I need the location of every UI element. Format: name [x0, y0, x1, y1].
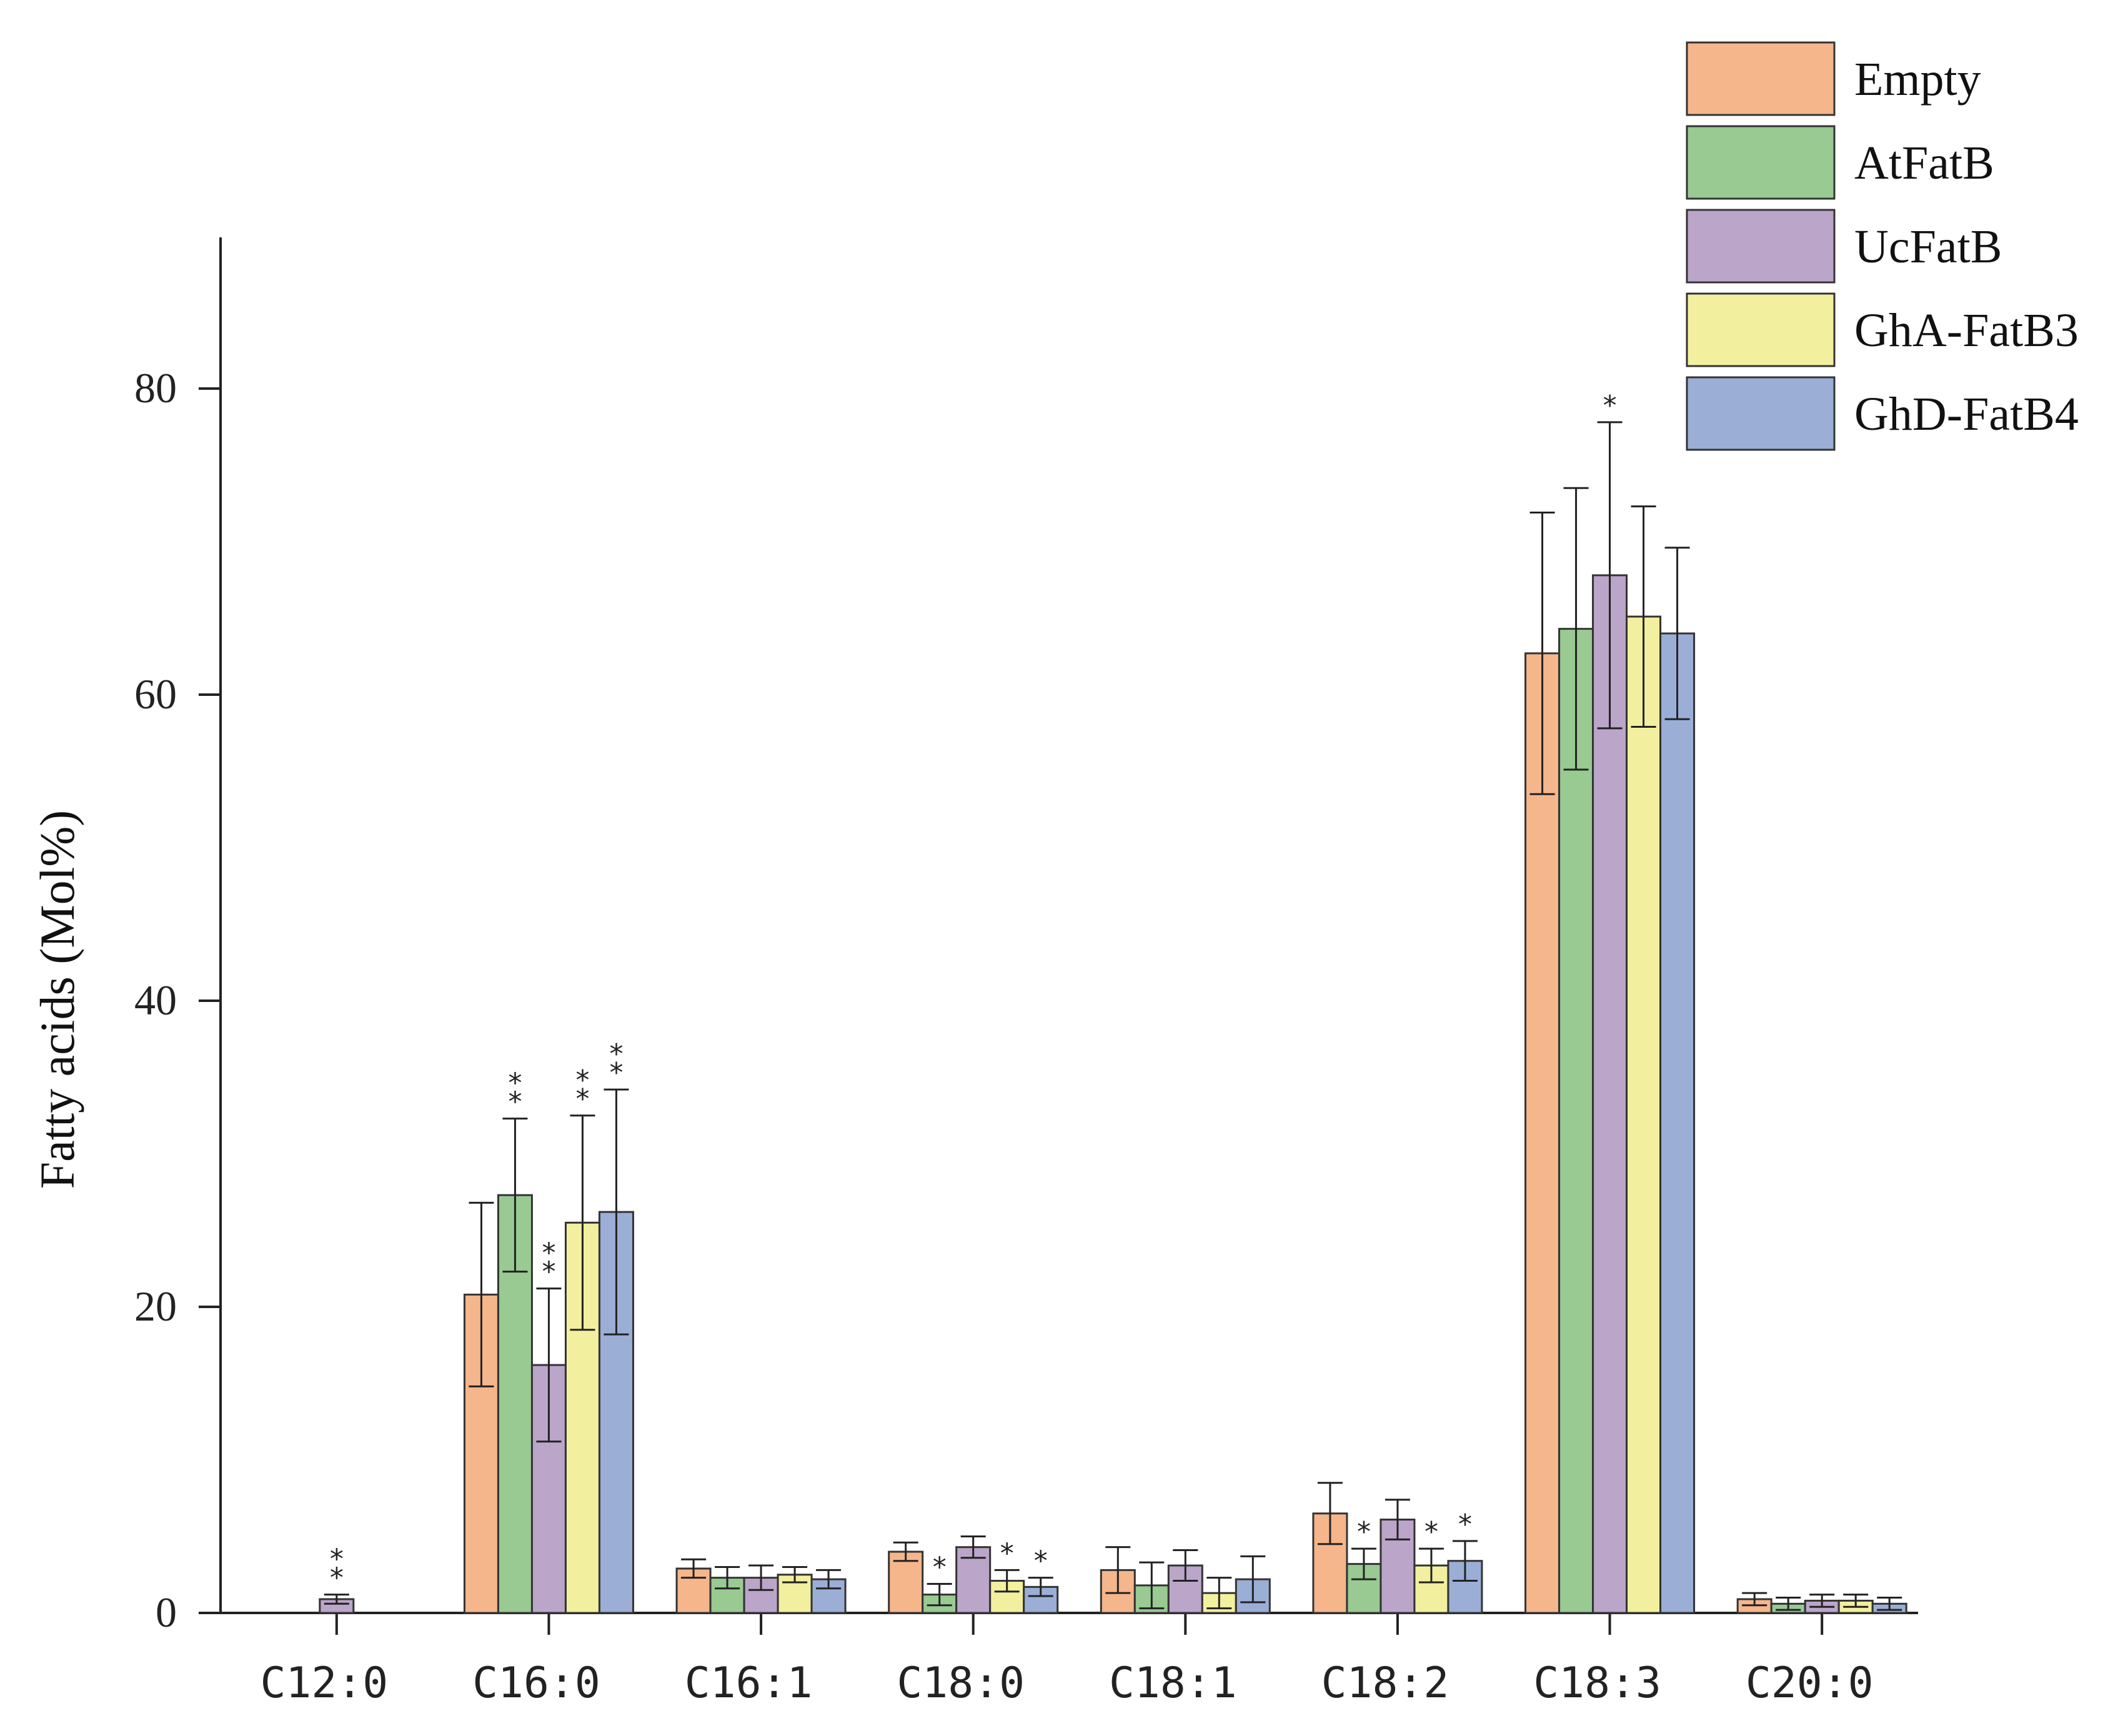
significance-marker: * — [1000, 1537, 1014, 1569]
y-tick-label: 20 — [134, 1282, 177, 1330]
x-tick-label: C18:1 — [1109, 1659, 1237, 1708]
bar-ghd-fatb4-c18-3 — [1659, 632, 1696, 1614]
significance-marker: * — [609, 1038, 623, 1070]
significance-marker: * — [1034, 1545, 1048, 1577]
legend-swatch — [1686, 376, 1836, 451]
y-tick-label: 60 — [134, 670, 177, 718]
significance-marker: * — [609, 1057, 623, 1089]
significance-marker: * — [330, 1562, 344, 1594]
legend-swatch — [1686, 209, 1836, 284]
legend-label: UcFatB — [1854, 221, 2002, 273]
y-ticks: 0 20 40 60 80 — [134, 364, 221, 1636]
legend-label: AtFatB — [1854, 137, 1994, 189]
bar-atfatb-c18-3 — [1558, 628, 1594, 1614]
bar-ucfatb-c18-3 — [1592, 574, 1628, 1614]
y-tick-label: 0 — [156, 1589, 177, 1636]
legend-swatch — [1686, 292, 1836, 367]
significance-marker: * — [575, 1083, 589, 1115]
significance-marker: * — [1603, 390, 1617, 422]
y-tick-label: 40 — [134, 976, 177, 1024]
significance-marker: * — [1458, 1509, 1472, 1540]
significance-marker: * — [542, 1256, 555, 1288]
y-tick-label: 80 — [134, 364, 177, 412]
significance-marker: * — [933, 1551, 947, 1583]
bar-gha-fatb3-c18-3 — [1626, 615, 1662, 1614]
x-tick-label: C16:0 — [472, 1659, 600, 1708]
legend: Empty AtFatB UcFatB GhA-FatB3 GhD-FatB4 — [1686, 41, 2079, 451]
significance-marker: * — [508, 1086, 522, 1118]
x-tick-label: C16:1 — [685, 1659, 813, 1708]
legend-label: GhD-FatB4 — [1854, 388, 2079, 440]
legend-label: Empty — [1854, 53, 1981, 106]
x-tick-label: C12:0 — [260, 1659, 388, 1708]
bars: ******** *** * ** * ** — [319, 390, 1907, 1614]
significance-marker: * — [542, 1238, 555, 1269]
y-axis-title: Fatty acids (Mol%) — [30, 810, 84, 1189]
x-tick-label: C20:0 — [1746, 1659, 1874, 1708]
bar-empty-c18-3 — [1524, 652, 1561, 1614]
significance-marker: * — [330, 1544, 344, 1575]
legend-swatch — [1686, 41, 1836, 116]
significance-marker: * — [1424, 1516, 1438, 1548]
significance-marker: * — [508, 1068, 522, 1099]
significance-marker: * — [575, 1064, 589, 1096]
x-tick-label: C18:3 — [1533, 1659, 1661, 1708]
x-tick-label: C18:0 — [897, 1659, 1025, 1708]
significance-marker: * — [1357, 1516, 1371, 1548]
x-tick-label: C18:2 — [1321, 1659, 1449, 1708]
legend-label: GhA-FatB3 — [1854, 304, 2079, 357]
legend-swatch — [1686, 125, 1836, 200]
x-ticks: C12:0 C16:0 C16:1 C18:0 C18:1 C18:2 C18:3 C20:0 — [260, 1613, 1874, 1708]
